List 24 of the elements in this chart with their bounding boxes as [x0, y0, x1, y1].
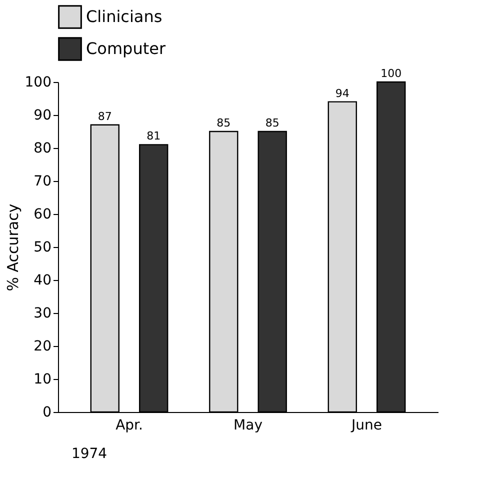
- y-tick-label: 10: [34, 372, 52, 388]
- y-tick-label: 40: [34, 272, 52, 288]
- x-tick-label: June: [350, 418, 382, 434]
- y-tick-label: 60: [34, 206, 52, 222]
- y-tick-label: 0: [42, 404, 52, 420]
- data-label: 94: [335, 86, 350, 100]
- y-tick-label: 80: [34, 140, 52, 156]
- y-tick-label: 20: [34, 338, 52, 354]
- y-tick-label: 70: [34, 174, 52, 190]
- x-tick-label: May: [234, 418, 262, 434]
- y-tick-label: 50: [34, 240, 52, 256]
- data-label: 85: [216, 116, 231, 130]
- x-tick-label: Apr.: [116, 418, 143, 434]
- y-axis-title: % Accuracy: [4, 204, 22, 292]
- legend-label: Computer: [86, 39, 166, 58]
- y-tick-label: 100: [24, 74, 52, 90]
- text: 1974: [71, 446, 108, 462]
- y-tick-label: 90: [34, 108, 52, 124]
- y-tick-label: 30: [34, 306, 52, 322]
- legend-label: Clinicians: [86, 7, 162, 26]
- data-label: 85: [265, 116, 280, 130]
- data-label: 81: [146, 130, 161, 143]
- data-label: 100: [380, 67, 402, 80]
- data-label: 87: [98, 110, 112, 123]
